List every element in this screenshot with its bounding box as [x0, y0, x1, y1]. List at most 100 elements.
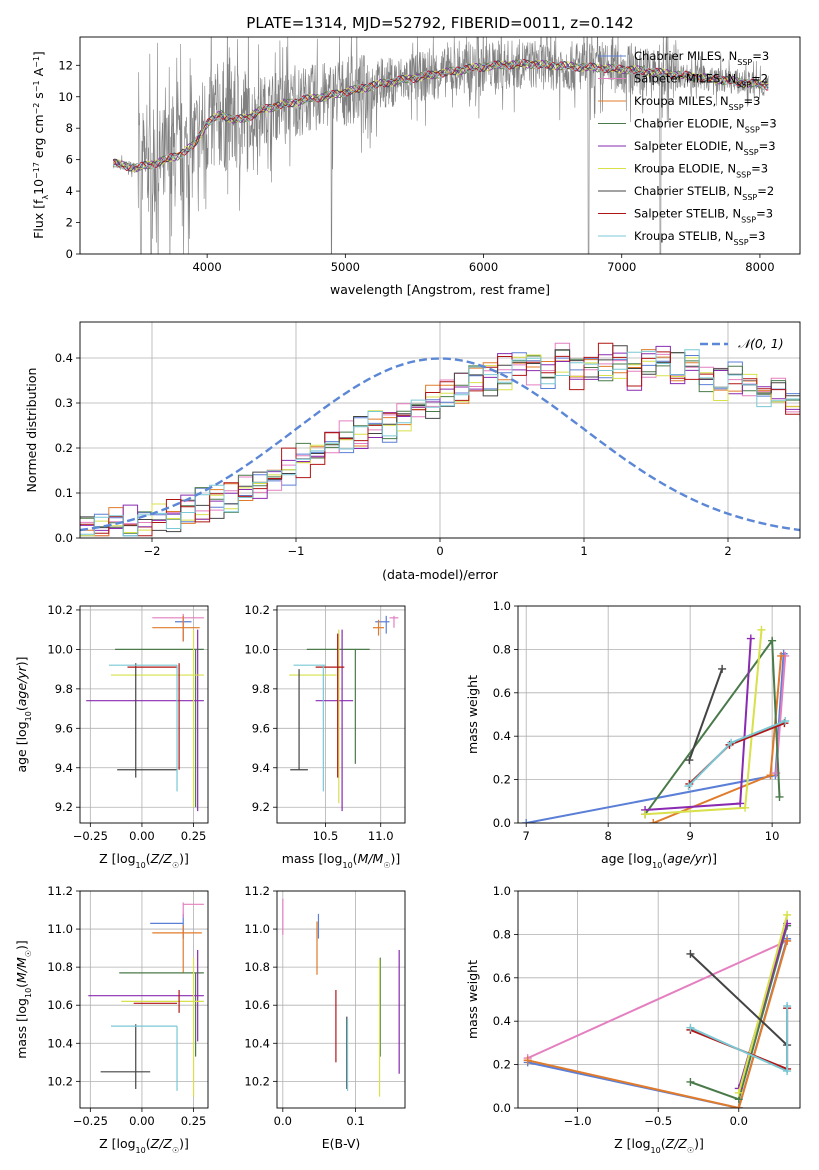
legend-label-kroupa-miles: Kroupa MILES, NSSP=3: [634, 94, 760, 112]
age_vs_Z-ticklabel-y: 10.0: [47, 642, 73, 656]
weight-marker-kroupa-miles: [783, 936, 792, 945]
legend-label-chabrier-elodie: Chabrier ELODIE, NSSP=3: [634, 117, 777, 135]
weight_vs_Z-ticklabel-y: 0.8: [493, 927, 511, 941]
mass_vs_Z-ylabel: mass [log10(M/M☉)]: [14, 940, 33, 1059]
mass_vs_Z-ticklabel-y: 10.8: [47, 960, 73, 974]
mass_vs_Z-ticklabel-y: 10.4: [47, 1036, 73, 1050]
age_vs_mass-plot-area: [289, 615, 399, 812]
spectrum-ticklabel-y: 12: [58, 58, 73, 72]
age_vs_Z-ticklabel-y: 10.2: [47, 603, 73, 617]
legend-label-salpeter-elodie: Salpeter ELODIE, NSSP=3: [634, 139, 776, 157]
weight_vs_Z-plot-area: [523, 910, 792, 1108]
residuals-ticklabel-x: −2: [144, 544, 161, 558]
age_vs_mass-ticklabel-y: 10.0: [244, 642, 270, 656]
weight-marker-kroupa-miles: [523, 1056, 532, 1065]
age_vs_mass-ticklabel-y: 9.2: [252, 800, 270, 814]
histogram-chabrier-stelib: [80, 345, 800, 533]
weight-marker-kroupa-elodie: [734, 1088, 743, 1097]
weight_vs_age-ticklabel-y: 0.8: [493, 642, 511, 656]
mass_vs_ebv-ticklabel-y: 10.2: [244, 1074, 270, 1088]
spectrum-axes: 4000 5000 6000 7000 8000 0 2 4 6 8 10 12 Flux [fλ10−…: [31, 36, 801, 297]
age_vs_Z-ylabel: age [log10(age/yr)]: [14, 656, 33, 772]
residuals-ylabel: Normed distribution: [24, 368, 39, 493]
weight-marker-chabrier-elodie: [775, 792, 784, 801]
age_vs_Z-plot-area: [86, 613, 204, 812]
spectrum-data-line: [112, 37, 769, 254]
age_vs_Z-ticklabel-y: 9.4: [55, 761, 73, 775]
weight_vs_Z-ylabel: mass weight: [465, 960, 480, 1039]
weight_vs_Z-ticklabel-x: −1.0: [564, 1114, 592, 1128]
mass_vs_ebv-ticklabel-y: 11.0: [244, 922, 270, 936]
weight-marker-chabrier-stelib: [718, 664, 727, 673]
weight-marker-chabrier-stelib: [685, 756, 694, 765]
weight_vs_age-frame: [517, 605, 801, 824]
histogram-kroupa-stelib: [80, 349, 800, 537]
mass_vs_Z-frame: [79, 890, 209, 1109]
mass_vs_Z-ticklabel-x: −0.25: [73, 1114, 108, 1128]
weight-marker-kroupa-stelib: [783, 1067, 792, 1076]
spectrum-frame: [79, 36, 801, 255]
legend-label-salpeter-stelib: Salpeter STELIB, NSSP=3: [634, 207, 773, 225]
spectrum-model-kroupa-elodie: [113, 59, 769, 172]
age_vs_Z-ticklabel-x: 0.00: [129, 829, 155, 843]
legend-label-gaussian: 𝒩(0, 1): [738, 336, 784, 351]
weight-marker-kroupa-miles: [777, 651, 786, 660]
mass_vs_Z-xlabel: Z [log10(Z/Z☉)]: [99, 1136, 189, 1155]
weight-line-chabrier-stelib: [689, 953, 788, 1046]
mass_vs_Z-ticklabel-y: 10.6: [47, 998, 73, 1012]
weight-line-chabrier-miles: [527, 938, 789, 1108]
residuals-ticklabel-x: −1: [288, 544, 305, 558]
mass_vs_ebv-axes: 0.0 0.1 10.2 10.4 10.6 10.8 11.0 11.2 E(B-V): [244, 884, 406, 1151]
residuals-ticklabel-x: 2: [724, 544, 731, 558]
age_vs_mass-ticklabel-x: 10.5: [313, 829, 339, 843]
weight-line-chabrier-stelib: [688, 668, 724, 761]
mass_vs_Z-plot-area: [88, 902, 204, 1097]
weight_vs_Z-ticklabel-y: 0.0: [493, 1101, 511, 1115]
mass_vs_ebv-frame: [276, 890, 406, 1109]
residuals-ticklabel-y: 0.0: [55, 531, 73, 545]
mass_vs_Z-ticklabel-x: 0.00: [129, 1114, 155, 1128]
mass_vs_ebv-plot-area: [282, 898, 400, 1097]
weight-marker-chabrier-miles: [522, 819, 531, 823]
spectrum-ticklabel-y: 10: [58, 90, 73, 104]
spectrum-ticklabel-y: 2: [66, 216, 73, 230]
age_vs_mass-xlabel: mass [log10(M/M☉)]: [282, 851, 401, 870]
weight-marker-kroupa-stelib: [686, 1023, 695, 1032]
weight-marker-kroupa-miles: [734, 1104, 743, 1108]
weight_vs_age-ticklabel-y: 0.4: [493, 729, 511, 743]
weight-marker-kroupa-elodie: [741, 803, 750, 812]
weight_vs_age-plot-area: [522, 625, 790, 823]
mass_vs_Z-ticklabel-y: 10.2: [47, 1074, 73, 1088]
weight_vs_Z-xlabel: Z [log10(Z/Z☉)]: [614, 1136, 704, 1155]
mass_vs_ebv-ticklabel-x: 0.1: [346, 1114, 364, 1128]
weight_vs_Z-ticklabel-y: 0.2: [493, 1058, 511, 1072]
weight-marker-salpeter-elodie: [746, 634, 755, 643]
spectrum-ticklabel-x: 4000: [192, 260, 221, 274]
residuals-plot-area: [80, 342, 800, 537]
weight_vs_age-xlabel: age [log10(age/yr)]: [601, 851, 717, 870]
residuals-ticklabel-y: 0.2: [55, 441, 73, 455]
age_vs_Z-ticklabel-x: 0.25: [181, 829, 207, 843]
spectrum-ticklabel-y: 6: [66, 153, 73, 167]
mass_vs_ebv-xlabel: E(B-V): [322, 1136, 361, 1151]
residuals-xlabel: (data-model)/error: [382, 567, 499, 582]
legend-label-kroupa-stelib: Kroupa STELIB, NSSP=3: [634, 229, 765, 247]
weight-marker-chabrier-elodie: [768, 636, 777, 645]
age_vs_Z-ticklabel-y: 9.8: [55, 682, 73, 696]
age_vs_Z-ticklabel-x: −0.25: [73, 829, 108, 843]
residuals-ticklabel-x: 1: [580, 544, 587, 558]
age_vs_mass-ticklabel-y: 9.4: [252, 761, 270, 775]
weight_vs_Z-ticklabel-y: 0.6: [493, 971, 511, 985]
spectrum-ticklabel-y: 0: [66, 247, 73, 261]
spectrum-plot-area: [112, 37, 769, 254]
weight_vs_age-ticklabel-x: 8: [605, 829, 612, 843]
mass_vs_Z-ticklabel-x: 0.25: [181, 1114, 207, 1128]
spectrum-xlabel: wavelength [Angstrom, rest frame]: [330, 282, 550, 297]
weight_vs_age-ticklabel-x: 7: [523, 829, 530, 843]
weight-marker-kroupa-miles: [766, 771, 775, 780]
age_vs_mass-ticklabel-y: 9.8: [252, 682, 270, 696]
residuals-ticklabel-y: 0.3: [55, 396, 73, 410]
weight-marker-kroupa-elodie: [641, 810, 650, 819]
mass_vs_ebv-ticklabel-x: 0.0: [274, 1114, 292, 1128]
